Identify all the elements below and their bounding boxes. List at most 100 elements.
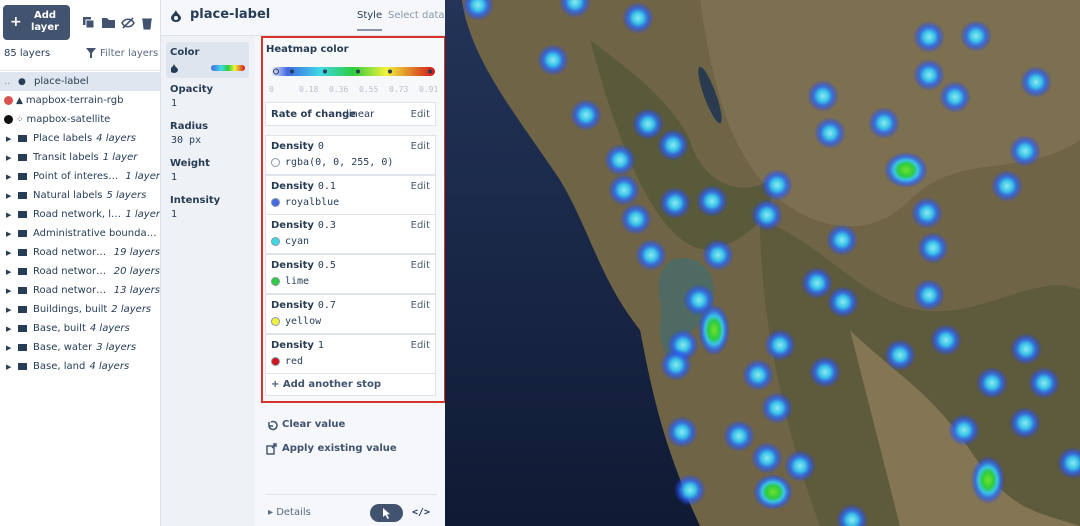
cursor-button[interactable] (370, 504, 403, 522)
divider (0, 70, 160, 71)
layer-name: Point of interest labels (33, 171, 121, 182)
layer-name: Natural labels (33, 190, 103, 201)
color-stop[interactable]: Density 0 Edit rgba(0, 0, 255, 0) (265, 135, 436, 175)
layer-count: 4 layers (89, 323, 130, 334)
gradient-bar[interactable] (270, 65, 436, 79)
layer-row[interactable]: ▶Road network, tunnels13 layers (0, 281, 160, 300)
layer-name: Road network, bridges (33, 247, 110, 258)
filter-layers[interactable]: Filter layers (100, 48, 159, 59)
layer-row[interactable]: ▶Road network, surface20 layers (0, 262, 160, 281)
layer-name: Road network, tunnels (33, 285, 110, 296)
layer-count: 13 layers (113, 285, 160, 296)
stop-value: red (285, 355, 304, 367)
edit-link[interactable]: Edit (410, 339, 430, 351)
layer-row[interactable]: ▶ Place labels 4 layers (0, 129, 160, 148)
color-stop[interactable]: Density 0.1 Edit royalblue (265, 174, 436, 215)
stop-value: cyan (285, 236, 310, 248)
layers-sidebar: + Add layer 85 layers Filter layers .. ● p… (0, 0, 161, 526)
action-icons (266, 420, 278, 455)
divider (265, 494, 437, 495)
layer-row[interactable]: ▶ Base, land 4 layers (0, 357, 160, 376)
layer-count: 85 layers (4, 48, 51, 59)
details-toggle[interactable]: ▸ Details (268, 507, 311, 518)
apply-existing-value[interactable]: Apply existing value (282, 443, 397, 454)
density-label: Density (271, 141, 314, 152)
edit-link[interactable]: Edit (410, 299, 430, 311)
property-name[interactable]: Weight (170, 158, 210, 169)
edit-link[interactable]: Edit (410, 260, 430, 272)
color-swatch (271, 237, 280, 247)
filter-icon (86, 48, 96, 58)
edit-link[interactable]: Edit (410, 220, 430, 232)
panel-title: place-label (190, 7, 271, 22)
layer-row[interactable]: ▶ Natural labels 5 layers (0, 186, 160, 205)
layer-icon: ▶ (0, 249, 33, 257)
layer-row[interactable]: ▶Point of interest labels 1 layer (0, 167, 160, 186)
layer-count: 20 layers (113, 266, 160, 277)
stop-value: rgba(0, 0, 255, 0) (285, 157, 394, 168)
add-stop[interactable]: + Add another stop (265, 373, 436, 396)
property-name[interactable]: Radius (170, 121, 209, 132)
color-preview (171, 64, 245, 73)
color-swatch (271, 277, 280, 287)
layer-count: 5 layers (106, 190, 147, 201)
color-swatch (271, 316, 280, 326)
layer-icon: ▶ (0, 363, 33, 371)
layer-row[interactable]: .. ● place-label (0, 72, 160, 91)
layer-icon: .. ● (4, 76, 26, 87)
layer-icon: ▶ (0, 344, 33, 352)
layer-icon: ▶ (0, 325, 33, 333)
rate-of-change-row[interactable]: Rate of change linear Edit (265, 102, 436, 126)
layer-row[interactable]: ▲ mapbox-terrain-rgb (0, 91, 160, 110)
property-name[interactable]: Intensity (170, 195, 221, 206)
clear-value[interactable]: Clear value (282, 419, 346, 430)
density-label: Density (271, 299, 314, 311)
edit-link[interactable]: Edit (410, 141, 430, 152)
edit-link[interactable]: Edit (410, 180, 430, 192)
stop-header: Density 0.1 (271, 181, 336, 192)
selected-property[interactable] (166, 42, 249, 78)
color-stop[interactable]: Density 0.5 Edit lime (265, 254, 436, 295)
layer-row[interactable]: ▶Road network, labels 1 layer (0, 205, 160, 224)
details-label: Details (276, 507, 311, 518)
layer-icon: ▶ (0, 230, 33, 238)
layer-row[interactable]: ▶ Base, built 4 layers (0, 319, 160, 338)
layer-icon: ▶ (0, 192, 33, 200)
tab-select-data[interactable]: Select data (388, 10, 445, 21)
layer-row[interactable]: ▶ Transit labels 1 layer (0, 148, 160, 167)
stop-header: Density 0.5 (271, 260, 336, 271)
toolbar-icons[interactable] (80, 14, 155, 30)
add-layer-button[interactable]: + Add layer (3, 5, 70, 40)
property-name[interactable]: Color (170, 47, 200, 58)
color-stop[interactable]: Density 0.3 Edit cyan (265, 214, 436, 255)
layer-row[interactable]: ▶Road network, bridges19 layers (0, 243, 160, 262)
layer-count: 4 layers (96, 133, 137, 144)
layer-icon: ▲ (0, 96, 26, 106)
edit-link[interactable]: Edit (410, 109, 430, 120)
layer-row[interactable]: ⁘ mapbox-satellite (0, 110, 160, 129)
heatmap-title: Heatmap color (266, 44, 349, 55)
stop-value: royalblue (285, 196, 340, 208)
layer-row[interactable]: ▶ Base, water 3 layers (0, 338, 160, 357)
tab-style[interactable]: Style (357, 10, 383, 31)
layer-count: 2 layers (111, 304, 152, 315)
layer-count: 3 layers (96, 342, 137, 353)
rate-label: Rate of change (271, 109, 357, 120)
code-button[interactable]: </> (412, 507, 431, 518)
color-swatch (271, 356, 280, 366)
layer-icon: ⁘ (0, 115, 27, 125)
layer-icon: ▶ (0, 211, 33, 219)
color-stop[interactable]: Density 1 Edit red (265, 333, 436, 374)
stop-header: Density 0.3 (271, 220, 336, 231)
map[interactable] (445, 0, 1080, 526)
property-name[interactable]: Opacity (170, 84, 214, 95)
scale-label: 0 (269, 85, 274, 94)
layer-icon: ▶ (0, 173, 33, 181)
layer-row[interactable]: ▶ Administrative boundaries (0, 224, 160, 243)
layer-icon: ▶ (0, 135, 33, 143)
color-swatch (271, 158, 280, 167)
color-stop[interactable]: Density 0.7 Edit yellow (265, 293, 436, 334)
layer-row[interactable]: ▶ Buildings, built 2 layers (0, 300, 160, 319)
density-label: Density (271, 260, 314, 272)
scale-label: 0.55 (359, 85, 379, 94)
